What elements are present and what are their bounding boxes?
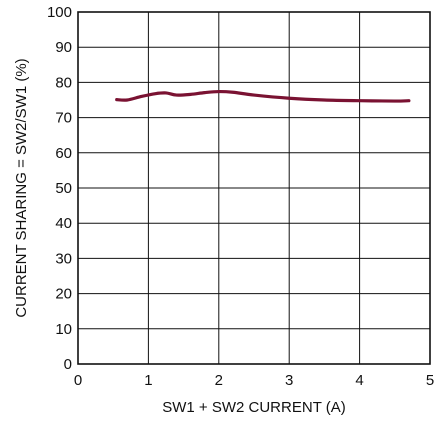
y-tick-label: 50 (55, 180, 72, 197)
x-tick-label: 0 (74, 372, 82, 389)
y-tick-label: 90 (55, 39, 72, 56)
x-axis-label: SW1 + SW2 CURRENT (A) (162, 399, 346, 416)
x-tick-label: 4 (355, 372, 363, 389)
y-tick-label: 40 (55, 215, 72, 232)
y-tick-label: 0 (64, 356, 72, 373)
x-tick-label: 5 (426, 372, 434, 389)
y-tick-label: 10 (55, 321, 72, 338)
y-tick-label: 70 (55, 110, 72, 127)
y-tick-label: 100 (47, 4, 72, 21)
x-tick-label: 3 (285, 372, 293, 389)
y-tick-label: 20 (55, 286, 72, 303)
x-tick-label: 1 (144, 372, 152, 389)
y-axis-label: CURRENT SHARING = SW2/SW1 (%) (13, 58, 30, 317)
y-tick-labels: 0 10 20 30 40 50 60 70 80 90 100 (47, 4, 72, 373)
gridlines (78, 12, 430, 364)
x-tick-label: 2 (215, 372, 223, 389)
y-tick-label: 80 (55, 74, 72, 91)
y-tick-label: 60 (55, 145, 72, 162)
x-tick-labels: 0 1 2 3 4 5 (74, 372, 434, 389)
y-tick-label: 30 (55, 250, 72, 267)
series-line (115, 89, 411, 103)
series-lines (115, 89, 411, 103)
